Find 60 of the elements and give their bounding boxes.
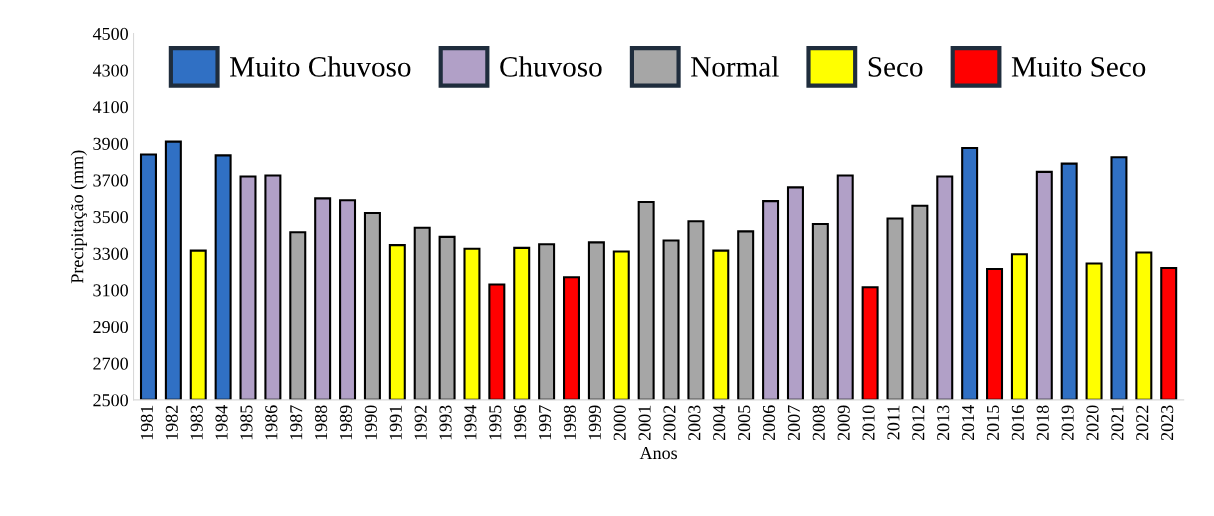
- x-tick-label: 2022: [1136, 405, 1149, 441]
- x-tick-label: 1983: [190, 405, 203, 440]
- legend-label: Normal: [691, 56, 779, 77]
- y-tick-label: 3500: [93, 210, 128, 224]
- x-axis-title: Anos: [639, 447, 677, 460]
- x-tick-label: 2013: [937, 405, 950, 441]
- x-tick-label: 1998: [563, 405, 577, 440]
- x-tick-label: 2019: [1061, 405, 1074, 441]
- x-tick-label: 1994: [464, 405, 477, 440]
- x-tick-label: 2003: [688, 405, 701, 441]
- x-tick-label: 1986: [265, 405, 278, 440]
- x-tick-label: 2011: [887, 405, 900, 440]
- x-tick-label: 1987: [290, 405, 303, 440]
- x-tick-label: 1999: [588, 405, 601, 440]
- x-tick-label: 1985: [240, 405, 253, 440]
- x-tick-label: 2010: [862, 405, 875, 441]
- x-tick-label: 2012: [912, 405, 925, 441]
- x-tick-label: 2009: [837, 405, 850, 441]
- x-tick-label: 1990: [364, 405, 377, 440]
- x-tick-label: 1996: [514, 405, 527, 440]
- y-tick-label: 2500: [93, 394, 128, 407]
- y-axis-title: Precipitação (mm): [70, 150, 88, 284]
- y-tick-label: 4300: [92, 64, 128, 77]
- x-tick-label: 1997: [539, 405, 552, 440]
- y-tick-label: 4500: [92, 27, 128, 40]
- x-tick-label: 2021: [1111, 405, 1124, 441]
- y-tick-label: 3700: [93, 174, 128, 187]
- x-tick-label: 2006: [762, 405, 776, 441]
- x-tick-label: 1981: [140, 405, 153, 440]
- legend-label: Muito Chuvoso: [230, 56, 411, 77]
- x-tick-label: 2002: [663, 405, 676, 441]
- x-tick-label: 1991: [389, 405, 402, 440]
- y-tick-label: 4100: [92, 101, 128, 114]
- x-tick-label: 1988: [314, 405, 328, 440]
- x-tick-label: 2007: [787, 405, 800, 441]
- x-tick-label: 1992: [414, 405, 427, 440]
- x-tick-label: 1993: [439, 405, 452, 440]
- x-tick-label: 2016: [1011, 405, 1024, 441]
- legend-label: Chuvoso: [500, 56, 602, 77]
- x-tick-label: 2015: [986, 405, 1000, 441]
- y-tick-label: 3100: [93, 284, 128, 297]
- y-tick-label: 3300: [93, 247, 128, 260]
- y-tick-label: 2900: [93, 320, 128, 334]
- legend-label: Muito Seco: [1011, 57, 1146, 77]
- x-tick-label: 2020: [1086, 405, 1099, 441]
- x-tick-label: 2004: [713, 405, 726, 441]
- x-tick-label: 1989: [339, 405, 353, 440]
- x-tick-label: 2000: [613, 405, 626, 441]
- x-tick-label: 1995: [489, 405, 502, 440]
- legend-label: Seco: [868, 57, 923, 77]
- x-tick-label: 1982: [165, 405, 178, 440]
- x-tick-label: 2001: [638, 405, 651, 441]
- x-tick-label: 2014: [961, 405, 975, 441]
- x-tick-label: 1984: [215, 405, 228, 440]
- y-tick-label: 2700: [93, 357, 128, 370]
- y-tick-label: 3900: [93, 137, 128, 150]
- x-tick-label: 2008: [812, 405, 825, 441]
- x-tick-label: 2005: [738, 405, 751, 441]
- x-tick-label: 2018: [1036, 405, 1049, 441]
- x-tick-label: 2023: [1161, 405, 1174, 441]
